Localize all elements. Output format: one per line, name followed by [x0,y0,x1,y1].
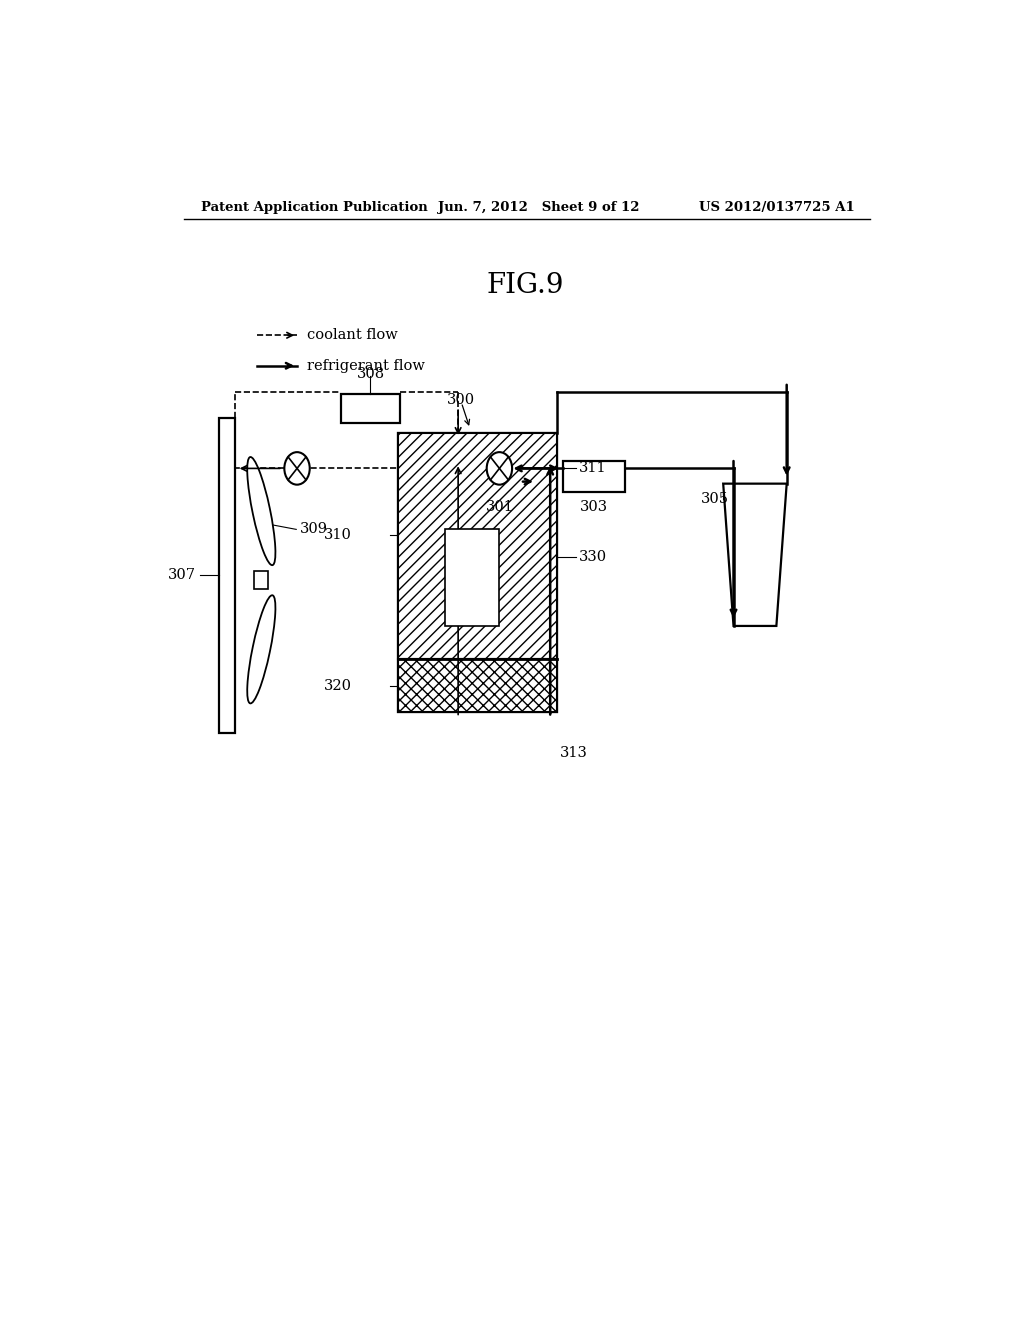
Text: 307: 307 [168,568,196,582]
Text: 305: 305 [701,492,729,506]
Circle shape [486,453,512,484]
Ellipse shape [247,595,275,704]
Circle shape [285,453,309,484]
Polygon shape [723,483,786,626]
Ellipse shape [247,457,275,565]
Bar [445,529,500,626]
Text: 303: 303 [580,500,608,513]
Text: 311: 311 [579,462,606,475]
Text: 330: 330 [579,550,607,565]
Text: Patent Application Publication: Patent Application Publication [201,201,428,214]
Bar [397,433,557,713]
Bar [341,395,400,422]
Text: 309: 309 [299,523,328,536]
Text: refrigerant flow: refrigerant flow [306,359,424,372]
Text: 310: 310 [324,528,352,541]
Bar [397,660,557,713]
Text: 308: 308 [356,367,384,381]
Text: 300: 300 [447,393,475,408]
Text: 301: 301 [485,500,513,513]
Bar [563,461,625,492]
Text: coolant flow: coolant flow [306,329,397,342]
Text: US 2012/0137725 A1: US 2012/0137725 A1 [699,201,855,214]
Text: FIG.9: FIG.9 [486,272,563,300]
Text: 313: 313 [560,746,588,760]
Bar [397,433,557,660]
Text: Jun. 7, 2012   Sheet 9 of 12: Jun. 7, 2012 Sheet 9 of 12 [437,201,639,214]
Bar [254,572,268,589]
Text: 320: 320 [324,678,352,693]
Bar [219,417,236,733]
